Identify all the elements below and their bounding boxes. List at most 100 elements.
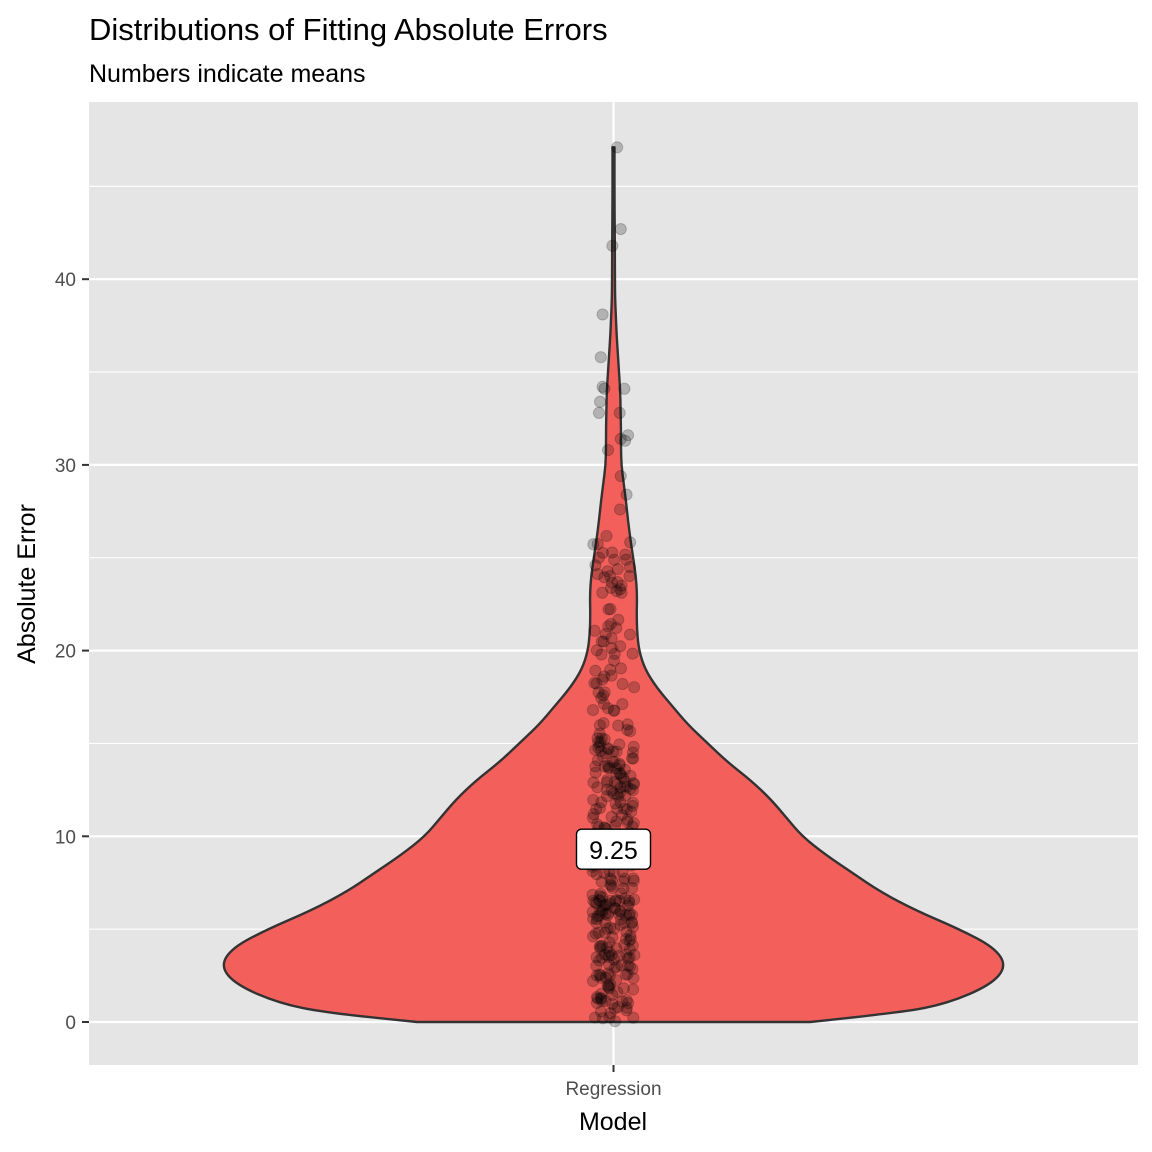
jitter-point <box>628 893 641 906</box>
jitter-point <box>624 929 637 942</box>
jitter-point <box>626 939 639 952</box>
jitter-point <box>616 995 629 1008</box>
jitter-point <box>595 987 608 1000</box>
jitter-point <box>614 662 628 675</box>
jitter-point <box>614 904 627 917</box>
jitter-point <box>596 750 609 763</box>
jitter-point <box>610 973 623 987</box>
jitter-point <box>601 922 614 935</box>
jitter-point <box>605 642 618 655</box>
jitter-point <box>619 775 632 788</box>
jitter-point <box>605 874 618 887</box>
jitter-point <box>620 925 633 939</box>
jitter-point <box>624 932 637 945</box>
jitter-point <box>620 1001 633 1014</box>
jitter-point <box>619 908 633 921</box>
jitter-point <box>615 887 628 900</box>
jitter-point <box>599 916 612 929</box>
jitter-point <box>591 537 604 551</box>
jitter-point <box>621 815 634 828</box>
jitter-point <box>590 991 604 1004</box>
jitter-point <box>590 644 603 657</box>
jitter-point <box>628 681 641 694</box>
jitter-point <box>588 676 601 690</box>
jitter-point <box>596 380 609 394</box>
jitter-point <box>597 697 611 710</box>
jitter-point <box>591 910 604 923</box>
jitter-point <box>591 567 604 581</box>
violin-layer <box>222 146 1005 1024</box>
jitter-point <box>610 942 623 955</box>
jitter-point <box>621 718 634 731</box>
jitter-point <box>622 996 635 1010</box>
jitter-point <box>615 959 628 972</box>
jitter-point <box>590 912 603 926</box>
jitter-point <box>610 621 623 635</box>
jitter-point <box>613 908 626 921</box>
jitter-point <box>611 778 624 791</box>
jitter-point <box>592 686 605 699</box>
mean-label-box <box>575 828 652 870</box>
jitter-point <box>624 536 637 549</box>
jitter-point <box>602 981 615 994</box>
jitter-point <box>614 905 627 919</box>
jitter-point <box>591 754 604 767</box>
jitter-point <box>604 663 617 676</box>
jitter-point <box>603 570 617 583</box>
jitter-point <box>589 743 602 756</box>
jitter-point <box>610 894 623 907</box>
jitter-point <box>604 894 617 907</box>
jitter-point <box>590 897 603 910</box>
jitter-point <box>598 670 611 683</box>
jitter-point <box>595 691 608 705</box>
jitter-point <box>605 784 618 797</box>
y-tick-label: 30 <box>55 456 76 477</box>
jitter-point <box>611 1000 625 1014</box>
jitter-point <box>589 927 602 940</box>
jitter-point <box>587 793 600 807</box>
jitter-point <box>613 767 626 780</box>
jitter-point <box>606 239 619 252</box>
jitter-point <box>622 894 636 907</box>
jitter-point <box>602 967 615 980</box>
jitter-point <box>626 881 639 895</box>
jitter-point <box>599 627 612 641</box>
jitter-point <box>589 896 602 909</box>
jitter-point <box>626 784 639 797</box>
jitter-point <box>592 926 605 939</box>
jitter-point <box>586 905 599 918</box>
jitter-point <box>598 760 611 773</box>
jitter-point <box>615 586 628 599</box>
jitter-point <box>592 736 605 749</box>
jitter-point <box>626 796 640 809</box>
y-axis-title: Absolute Error <box>13 504 41 664</box>
jitter-point <box>626 962 639 976</box>
jitter-point <box>627 1011 640 1024</box>
jitter-point <box>618 872 631 885</box>
jitter-point <box>603 936 616 949</box>
jitter-point <box>619 548 632 561</box>
jitter-point <box>594 1005 608 1018</box>
jitter-point <box>623 907 636 920</box>
jitter-point <box>610 815 623 828</box>
jitter-point <box>610 745 623 758</box>
jitter-point <box>592 406 606 420</box>
jitter-point <box>608 553 621 566</box>
jitter-point <box>626 799 639 812</box>
jitter-point <box>607 745 620 758</box>
jitter-point <box>611 575 624 589</box>
jitter-point <box>595 635 608 648</box>
jitter-point <box>622 952 635 965</box>
jitter-point <box>612 613 625 626</box>
jitter-point <box>603 982 616 995</box>
jitter-point <box>620 780 634 793</box>
jitter-point <box>586 888 599 901</box>
x-axis: Regression <box>565 1065 662 1100</box>
jitter-point <box>596 939 609 952</box>
jitter-point <box>611 788 624 801</box>
jitter-point <box>594 744 608 757</box>
jitter-point <box>586 811 600 824</box>
jitter-point <box>623 569 636 583</box>
jitter-point <box>594 992 608 1005</box>
jitter-point <box>618 938 631 951</box>
